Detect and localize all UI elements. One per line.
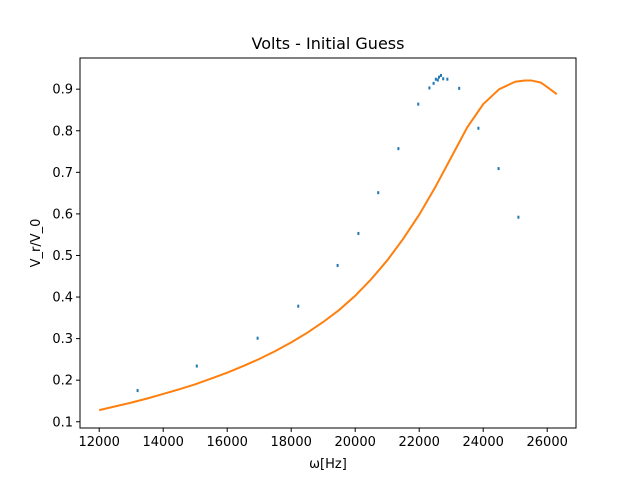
data-point xyxy=(439,73,442,77)
data-point xyxy=(434,77,437,81)
data-point xyxy=(442,77,445,81)
y-tick-label: 0.8 xyxy=(52,124,73,139)
y-tick-label: 0.2 xyxy=(52,374,73,389)
data-point xyxy=(497,167,500,171)
x-axis-ticks: 12000 14000 16000 18000 20000 22000 24000 26000 xyxy=(79,428,568,450)
measured-points xyxy=(136,73,520,393)
x-tick-label: 14000 xyxy=(143,435,184,450)
chart-title: Volts - Initial Guess xyxy=(252,34,405,53)
x-tick-label: 24000 xyxy=(463,435,504,450)
data-point xyxy=(256,336,259,340)
data-point xyxy=(458,86,461,90)
data-point xyxy=(438,75,441,79)
x-tick-label: 26000 xyxy=(527,435,568,450)
data-point xyxy=(195,364,198,368)
data-point xyxy=(477,126,480,130)
x-axis-label: ω[Hz] xyxy=(309,457,347,472)
data-point xyxy=(357,231,360,235)
data-point xyxy=(397,147,400,151)
x-tick-label: 12000 xyxy=(79,435,120,450)
y-tick-label: 0.9 xyxy=(52,83,73,98)
x-tick-label: 16000 xyxy=(207,435,248,450)
data-point xyxy=(136,389,139,393)
data-point xyxy=(436,78,439,82)
plot-frame xyxy=(79,57,577,429)
x-tick-label: 18000 xyxy=(271,435,312,450)
data-point xyxy=(336,263,339,267)
y-tick-label: 0.7 xyxy=(52,166,73,181)
x-tick-label: 22000 xyxy=(399,435,440,450)
y-tick-label: 0.4 xyxy=(52,291,73,306)
y-tick-label: 0.3 xyxy=(52,332,73,347)
y-tick-label: 0.5 xyxy=(52,249,73,264)
data-point xyxy=(446,77,449,81)
data-point xyxy=(428,86,431,90)
data-point xyxy=(377,191,380,195)
data-point xyxy=(432,81,435,85)
data-point xyxy=(417,102,420,106)
y-axis-ticks: 0.1 0.2 0.3 0.4 0.5 0.6 0.7 0.8 0.9 xyxy=(52,83,80,430)
y-axis-label: V_r/V_0 xyxy=(29,219,44,268)
plot-area xyxy=(80,58,576,428)
data-point xyxy=(517,215,520,219)
y-tick-label: 0.6 xyxy=(52,207,73,222)
y-tick-label: 0.1 xyxy=(52,415,73,430)
data-point xyxy=(297,304,300,308)
x-tick-label: 20000 xyxy=(335,435,376,450)
initial-guess-curve xyxy=(98,79,558,412)
